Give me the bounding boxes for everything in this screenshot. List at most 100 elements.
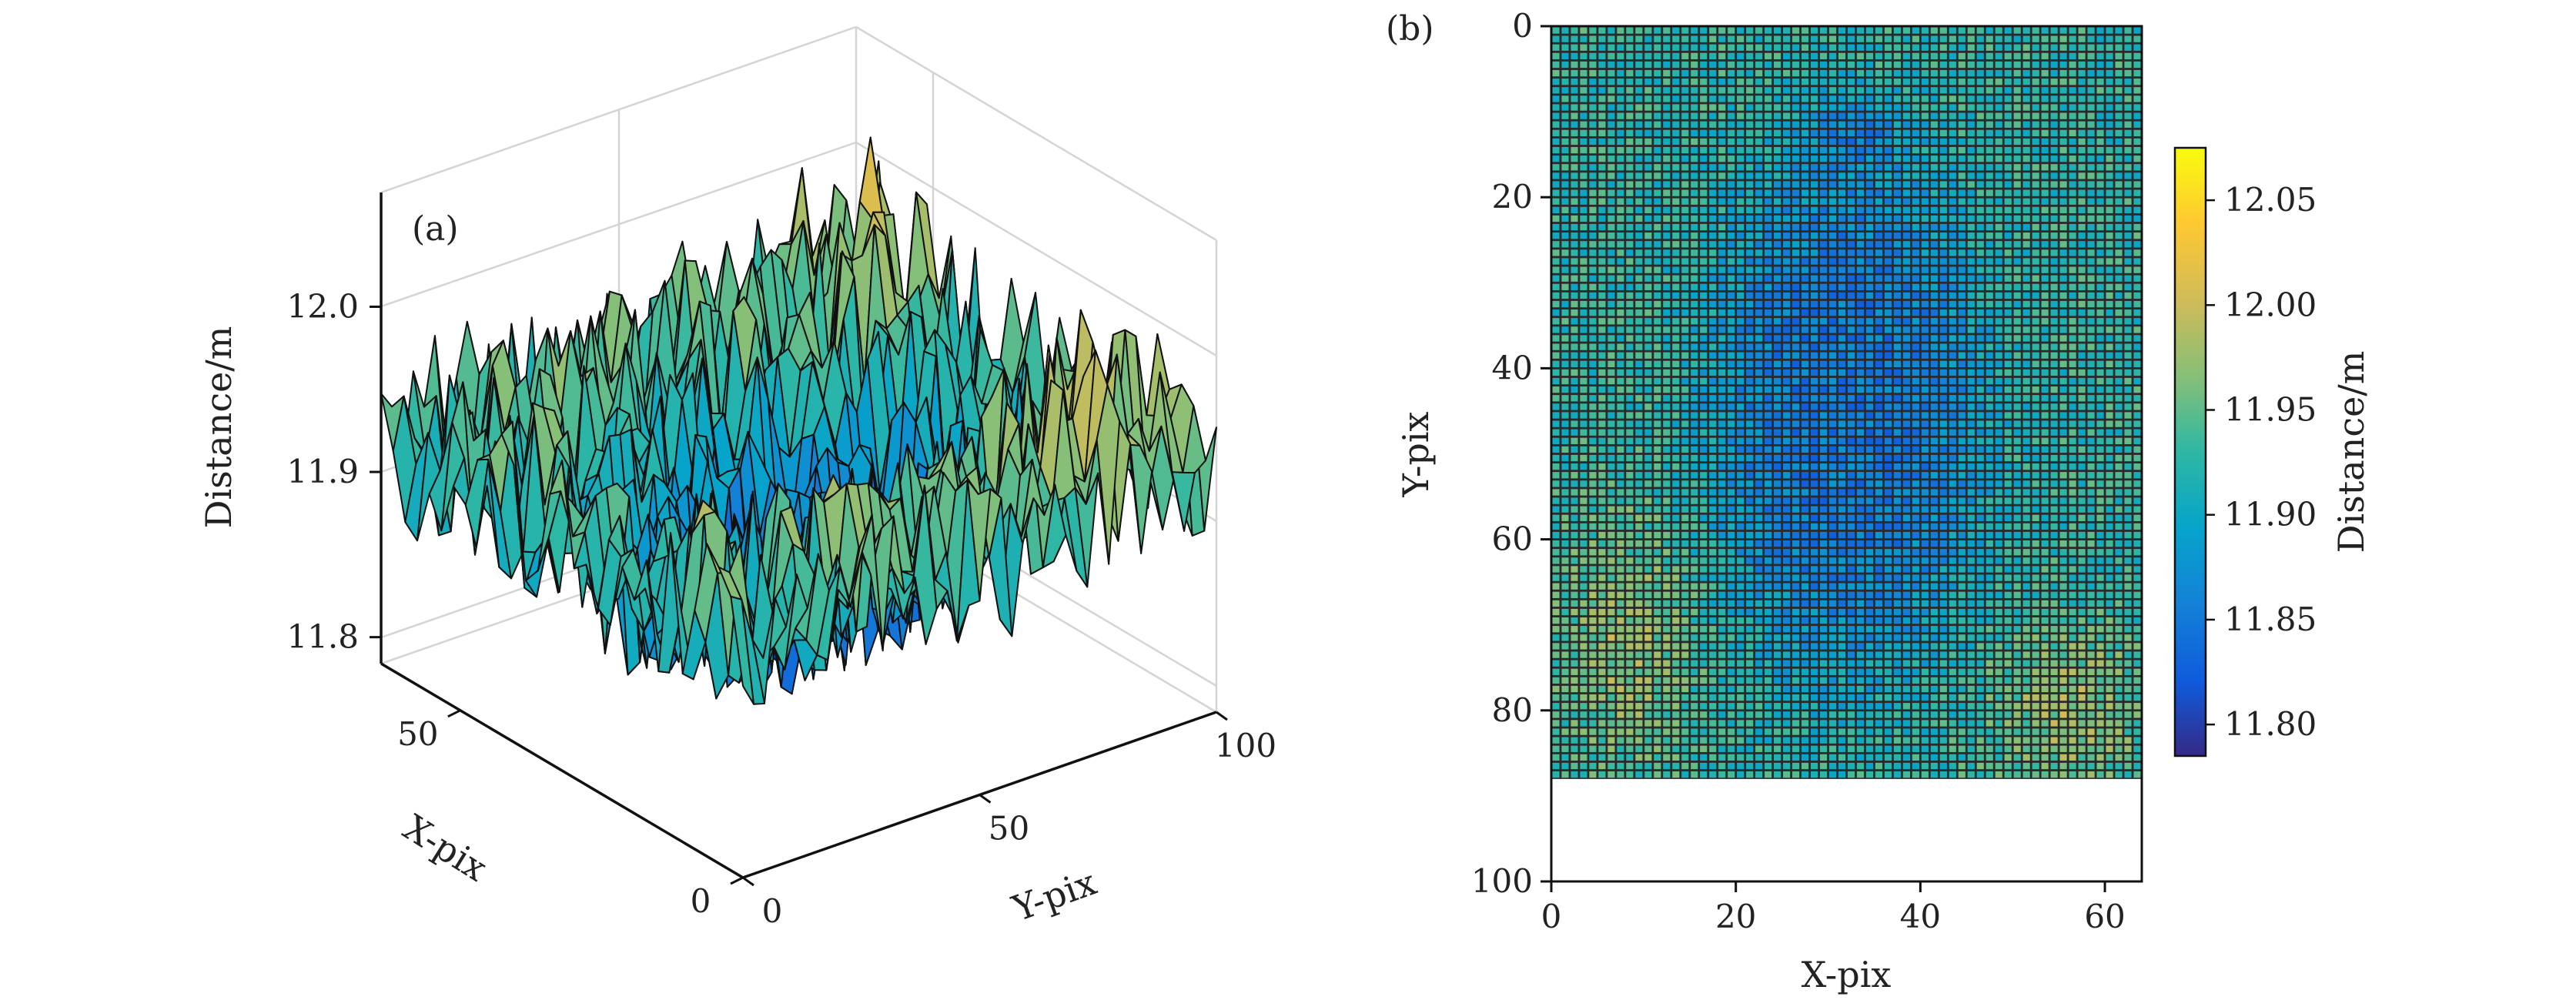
heatmap-cell (1671, 85, 1681, 95)
heatmap-cell (1772, 299, 1782, 309)
heatmap-cell (1865, 333, 1875, 343)
heatmap-cell (2095, 410, 2106, 420)
heatmap-cell (1920, 60, 1930, 69)
heatmap-cell (2095, 94, 2106, 104)
heatmap-cell (1717, 368, 1727, 377)
heatmap-cell (2039, 410, 2050, 420)
heatmap-cell (2132, 206, 2143, 215)
heatmap-cell (1846, 299, 1856, 309)
heatmap-cell (1643, 162, 1654, 172)
heatmap-cell (1661, 102, 1671, 112)
heatmap-cell (1911, 299, 1921, 309)
heatmap-cell (1587, 256, 1598, 266)
heatmap-cell (1791, 231, 1801, 240)
heatmap-cell (1892, 333, 1902, 343)
heatmap-cell (1809, 145, 1819, 155)
heatmap-cell (1828, 43, 1838, 52)
heatmap-cell (1726, 171, 1736, 181)
heatmap-cell (1994, 376, 2004, 386)
heatmap-cell (1994, 402, 2004, 412)
heatmap-cell (2058, 402, 2069, 412)
heatmap-cell (1560, 350, 1571, 360)
heatmap-cell (1985, 325, 1995, 335)
heatmap-cell (1671, 206, 1681, 215)
heatmap-cell (2086, 231, 2096, 240)
heatmap-cell (1643, 69, 1654, 78)
heatmap-cell (1781, 25, 1791, 35)
heatmap-cell (1634, 325, 1644, 335)
heatmap-cell (1680, 325, 1690, 335)
heatmap-cell (1865, 496, 1875, 506)
heatmap-cell (1634, 410, 1644, 420)
heatmap-cell (1920, 145, 1930, 155)
heatmap-cell (1837, 188, 1847, 198)
heatmap-cell (2086, 179, 2096, 189)
heatmap-cell (1754, 308, 1764, 317)
heatmap-cell (1578, 453, 1589, 463)
heatmap-cell (1578, 496, 1589, 506)
heatmap-cell (1560, 479, 1571, 489)
heatmap-cell (1624, 154, 1635, 163)
heatmap-cell (1892, 239, 1902, 249)
heatmap-cell (1883, 188, 1893, 198)
heatmap-cell (1855, 316, 1865, 326)
heatmap-cell (2022, 273, 2032, 283)
heatmap-cell (2067, 111, 2078, 121)
heatmap-cell (1892, 94, 1902, 104)
heatmap-cell (1551, 445, 1561, 454)
heatmap-cell (2086, 316, 2096, 326)
heatmap-cell (1689, 162, 1699, 172)
heatmap-cell (2095, 179, 2106, 189)
heatmap-cell (1975, 94, 1986, 104)
heatmap-cell (1551, 137, 1561, 146)
heatmap-cell (1892, 111, 1902, 121)
heatmap-cell (1883, 206, 1893, 215)
heatmap-cell (1643, 410, 1654, 420)
heatmap-cell (1855, 196, 1865, 206)
heatmap-cell (1745, 154, 1755, 163)
heatmap-cell (1680, 111, 1690, 121)
heatmap-cell (1772, 102, 1782, 112)
heatmap-cell (2086, 102, 2096, 112)
heatmap-cell (2123, 419, 2133, 429)
heatmap-cell (1865, 385, 1875, 394)
heatmap-cell (1689, 171, 1699, 181)
heatmap-cell (2012, 248, 2022, 258)
heatmap-cell (1689, 102, 1699, 112)
heatmap-cell (2104, 299, 2115, 309)
heatmap-cell (2104, 445, 2115, 454)
heatmap-cell (1800, 402, 1810, 412)
heatmap-cell (1966, 222, 1976, 232)
heatmap-cell (2012, 239, 2022, 249)
heatmap-cell (1560, 291, 1571, 300)
heatmap-cell (2022, 60, 2032, 69)
heatmap-cell (1781, 462, 1791, 471)
heatmap-cell (1606, 360, 1617, 369)
heatmap-cell (1791, 504, 1801, 514)
heatmap-cell (1634, 436, 1644, 446)
heatmap-cell (1698, 385, 1708, 394)
heatmap-cell (2076, 231, 2087, 240)
heatmap-cell (1634, 85, 1644, 95)
heatmap-cell (2113, 25, 2124, 35)
heatmap-cell (1643, 350, 1654, 360)
heatmap-cell (1818, 34, 1828, 44)
heatmap-cell (1874, 137, 1884, 146)
heatmap-cell (1578, 419, 1589, 429)
heatmap-cell (2095, 470, 2106, 480)
heatmap-cell (1911, 283, 1921, 292)
heatmap-cell (1634, 25, 1644, 35)
heatmap-cell (2113, 487, 2124, 497)
heatmap-cell (1975, 504, 1986, 514)
heatmap-cell (1597, 445, 1607, 454)
heatmap-cell (2132, 453, 2143, 463)
heatmap-cell (1966, 120, 1976, 129)
heatmap-cell (1809, 214, 1819, 223)
heatmap-cell (1939, 299, 1949, 309)
heatmap-cell (2095, 360, 2106, 369)
heatmap-cell (1920, 206, 1930, 215)
heatmap-cell (1994, 239, 2004, 249)
heatmap-cell (1652, 145, 1663, 155)
heatmap-cell (1809, 239, 1819, 249)
heatmap-cell (1855, 120, 1865, 129)
